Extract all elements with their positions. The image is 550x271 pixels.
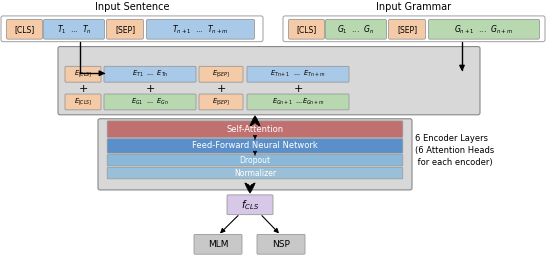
Text: MLM: MLM (208, 240, 228, 249)
Text: Dropout: Dropout (239, 156, 271, 165)
FancyBboxPatch shape (7, 20, 42, 39)
FancyBboxPatch shape (107, 139, 403, 153)
Text: $T_{n+1}$  ...  $T_{n+m}$: $T_{n+1}$ ... $T_{n+m}$ (172, 23, 229, 36)
FancyBboxPatch shape (104, 94, 196, 110)
FancyBboxPatch shape (289, 20, 324, 39)
FancyBboxPatch shape (283, 16, 545, 42)
FancyBboxPatch shape (146, 20, 255, 39)
FancyBboxPatch shape (199, 66, 243, 82)
FancyBboxPatch shape (428, 20, 540, 39)
FancyBboxPatch shape (326, 20, 387, 39)
FancyBboxPatch shape (58, 47, 480, 115)
Text: +: + (145, 84, 155, 94)
Text: $E_{T1}$  ...  $E_{Tn}$: $E_{T1}$ ... $E_{Tn}$ (131, 69, 168, 79)
FancyBboxPatch shape (107, 167, 403, 179)
FancyBboxPatch shape (247, 66, 349, 82)
FancyBboxPatch shape (104, 66, 196, 82)
Text: Input Sentence: Input Sentence (95, 2, 169, 12)
Text: $G_1$  ...  $G_n$: $G_1$ ... $G_n$ (337, 23, 375, 36)
FancyBboxPatch shape (257, 234, 305, 254)
FancyBboxPatch shape (247, 94, 349, 110)
Text: [SEP]: [SEP] (115, 25, 135, 34)
Text: $E_{[SEP]}$: $E_{[SEP]}$ (212, 97, 230, 107)
Text: $G_{n+1}$  ...  $G_{n+m}$: $G_{n+1}$ ... $G_{n+m}$ (454, 23, 514, 36)
Text: Feed-Forward Neural Network: Feed-Forward Neural Network (192, 141, 318, 150)
FancyBboxPatch shape (43, 20, 104, 39)
Text: $f_{CLS}$: $f_{CLS}$ (241, 198, 259, 212)
Text: $E_{Gn+1}$  ...$E_{Gn+m}$: $E_{Gn+1}$ ...$E_{Gn+m}$ (272, 97, 324, 107)
Text: $E_{[CLS]}$: $E_{[CLS]}$ (74, 97, 92, 107)
Text: $T_1$  ...  $T_n$: $T_1$ ... $T_n$ (57, 23, 91, 36)
Text: Self-Attention: Self-Attention (227, 125, 284, 134)
Text: [CLS]: [CLS] (14, 25, 35, 34)
Text: [CLS]: [CLS] (296, 25, 317, 34)
Text: $E_{Tn+1}$  ...  $E_{Tn+m}$: $E_{Tn+1}$ ... $E_{Tn+m}$ (270, 69, 326, 79)
FancyBboxPatch shape (107, 20, 144, 39)
Text: 6 Encoder Layers
(6 Attention Heads
 for each encoder): 6 Encoder Layers (6 Attention Heads for … (415, 134, 494, 167)
FancyBboxPatch shape (107, 154, 403, 166)
FancyBboxPatch shape (98, 119, 412, 190)
FancyBboxPatch shape (194, 234, 242, 254)
FancyBboxPatch shape (388, 20, 426, 39)
FancyBboxPatch shape (65, 94, 101, 110)
Text: +: + (293, 84, 303, 94)
FancyBboxPatch shape (65, 66, 101, 82)
Text: NSP: NSP (272, 240, 290, 249)
Text: $E_{[CLS]}$: $E_{[CLS]}$ (74, 69, 92, 79)
FancyBboxPatch shape (227, 195, 273, 215)
Text: Normalizer: Normalizer (234, 169, 276, 178)
Text: Input Grammar: Input Grammar (376, 2, 452, 12)
Text: $E_{[SEP]}$: $E_{[SEP]}$ (212, 69, 230, 79)
FancyBboxPatch shape (107, 121, 403, 137)
Text: [SEP]: [SEP] (397, 25, 417, 34)
Text: +: + (78, 84, 87, 94)
Text: +: + (216, 84, 225, 94)
FancyBboxPatch shape (1, 16, 263, 42)
FancyBboxPatch shape (199, 94, 243, 110)
Text: $E_{G1}$  ...  $E_{Gn}$: $E_{G1}$ ... $E_{Gn}$ (131, 97, 169, 107)
